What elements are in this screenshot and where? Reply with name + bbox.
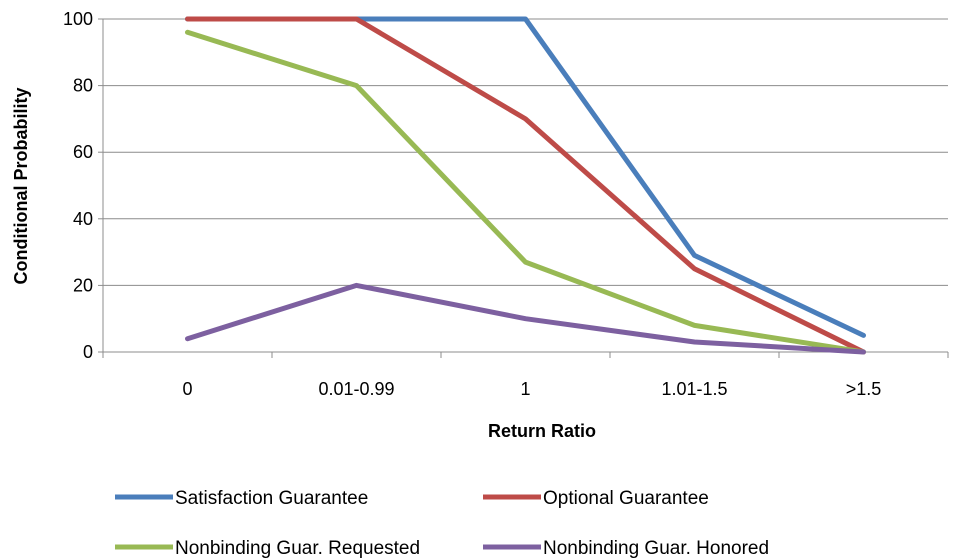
legend-label: Nonbinding Guar. Requested [175, 538, 420, 559]
series-line-4 [185, 282, 866, 355]
y-axis-tick-labels: 0 20 40 60 80 100 [63, 9, 93, 362]
legend-label: Nonbinding Guar. Honored [543, 538, 769, 559]
x-tick-label: >1.5 [846, 379, 882, 399]
x-tick-label: 0.01-0.99 [318, 379, 394, 399]
gridlines [103, 18, 948, 286]
y-tick-label: 40 [73, 209, 93, 229]
x-tick-label: 1.01-1.5 [661, 379, 727, 399]
x-axis-title: Return Ratio [488, 421, 596, 441]
y-tick-label: 80 [73, 76, 93, 96]
y-tick-label: 100 [63, 9, 93, 29]
axes [98, 18, 949, 358]
x-tick-label: 0 [182, 379, 192, 399]
y-tick-label: 60 [73, 142, 93, 162]
legend-label: Satisfaction Guarantee [175, 488, 368, 509]
series-lines [185, 16, 866, 355]
series-line-3 [185, 29, 866, 355]
legend-label: Optional Guarantee [543, 488, 709, 509]
y-tick-label: 0 [83, 342, 93, 362]
x-tick-label: 1 [520, 379, 530, 399]
series-line-2 [185, 16, 866, 355]
x-axis-tick-labels: 0 0.01-0.99 1 1.01-1.5 >1.5 [182, 379, 881, 399]
y-tick-label: 20 [73, 275, 93, 295]
legend: Satisfaction Guarantee Optional Guarantee… [115, 488, 769, 559]
y-axis-title: Conditional Probability [11, 88, 31, 285]
